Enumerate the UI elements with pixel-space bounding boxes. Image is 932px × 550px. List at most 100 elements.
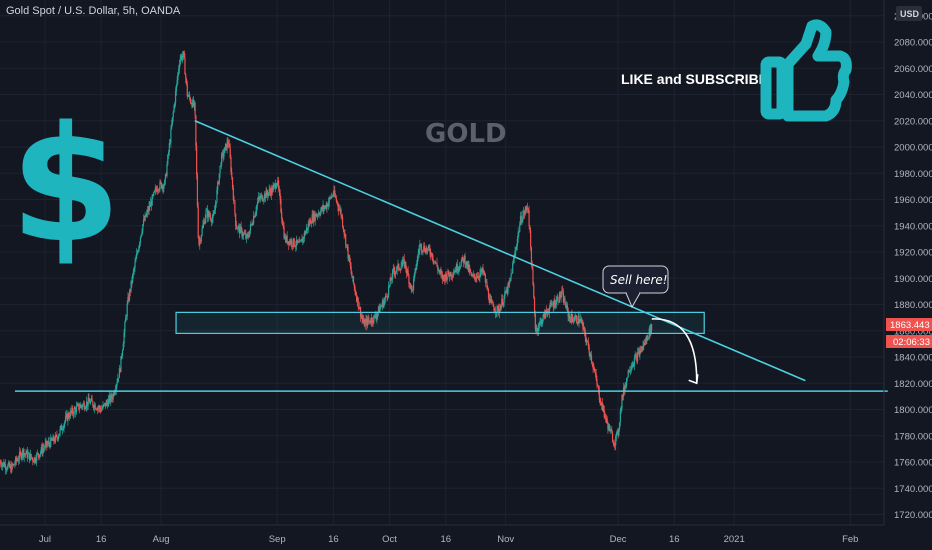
candle-body	[452, 273, 454, 277]
candle-body	[409, 283, 412, 289]
candle-body	[232, 187, 234, 201]
candle-body	[611, 430, 613, 434]
candle-body	[188, 94, 190, 96]
candle-body	[457, 270, 459, 272]
candle-body	[134, 262, 136, 268]
candle-body	[637, 351, 639, 353]
candle-body	[535, 328, 537, 331]
candle-body	[47, 441, 49, 444]
candle-body	[582, 322, 584, 330]
projection-arrow[interactable]	[651, 318, 698, 384]
candle-body	[377, 306, 380, 313]
candle-body	[349, 262, 351, 267]
candle-body	[281, 219, 284, 226]
candle-body	[435, 262, 437, 264]
candle-body	[305, 230, 307, 235]
candle-body	[250, 223, 252, 225]
candle-body	[595, 373, 597, 380]
candle-body	[432, 259, 434, 261]
candle-body	[146, 213, 148, 217]
candle-body	[568, 315, 570, 317]
candle-body	[443, 275, 445, 277]
candle-body	[584, 331, 586, 338]
candle-body	[497, 306, 499, 309]
candle-body	[473, 274, 476, 277]
candle-body	[135, 253, 138, 259]
candle-body	[148, 205, 150, 212]
candle-body	[18, 459, 20, 461]
resistance-zone[interactable]	[175, 311, 705, 334]
candle-body	[228, 144, 231, 148]
candle-body	[281, 212, 283, 220]
candle-body	[395, 270, 398, 272]
candle-body	[434, 261, 436, 263]
candle-body	[55, 435, 57, 436]
candle-body	[7, 462, 10, 465]
candle-body	[242, 235, 244, 237]
descending-trendline[interactable]	[194, 120, 806, 382]
candle-body	[313, 212, 315, 222]
candle-body	[102, 404, 104, 409]
candle-body	[33, 457, 35, 463]
candle-body	[569, 315, 571, 319]
candle-body	[167, 152, 170, 155]
currency-button[interactable]: USD	[896, 6, 922, 21]
candle-body	[283, 226, 285, 239]
candle-body	[304, 232, 306, 235]
candle-body	[152, 195, 154, 197]
thumbs-up-icon	[760, 19, 852, 122]
candle-body	[576, 322, 579, 324]
candle-body	[483, 271, 485, 273]
candle-body	[602, 405, 604, 411]
candle-body	[611, 433, 614, 442]
candle-body	[293, 238, 295, 246]
candle-body	[532, 269, 534, 285]
candle-body	[191, 103, 193, 108]
candle-body	[448, 274, 451, 277]
candle-body	[392, 268, 394, 271]
candle-body	[317, 213, 319, 216]
candle-body	[195, 115, 197, 147]
candle-body	[59, 428, 61, 434]
last-price-tag: 1863.443	[886, 318, 932, 331]
candle-body	[104, 403, 106, 407]
candle-body	[511, 273, 513, 274]
candle-body	[420, 244, 422, 246]
candle-body	[508, 281, 511, 285]
candle-body	[379, 307, 381, 313]
candle-body	[224, 147, 226, 154]
candle-body	[562, 292, 565, 303]
candle-body	[296, 239, 298, 243]
price-axis[interactable]: 1720.000 1740.000 1760.000 1780.000 1800.000…	[894, 11, 932, 521]
candle-body	[101, 408, 103, 410]
candle-body	[80, 405, 82, 407]
candle-body	[300, 239, 302, 241]
candle-body	[105, 401, 107, 407]
time-tick-label: Jul	[39, 534, 51, 545]
svg-text:02:06:33: 02:06:33	[893, 337, 930, 348]
candle-body	[393, 268, 395, 272]
candle-body	[384, 298, 386, 302]
candle-body	[189, 94, 191, 99]
candle-body	[106, 401, 108, 403]
candle-body	[4, 464, 6, 467]
candle-body	[82, 403, 85, 405]
candle-body	[560, 295, 562, 298]
candle-body	[402, 258, 405, 261]
candle-body	[581, 321, 583, 323]
candle-body	[115, 385, 117, 390]
candle-body	[153, 191, 156, 192]
candle-body	[643, 342, 646, 345]
candle-body	[594, 369, 596, 373]
candle-body	[94, 404, 96, 410]
time-axis[interactable]: Jul 16 Aug Sep 16 Oct 16 Nov Dec 16 2021 Feb	[39, 534, 859, 545]
candle-body	[147, 209, 149, 212]
candle-body	[459, 267, 461, 269]
candle-body	[182, 56, 184, 60]
time-tick-label: 16	[328, 534, 339, 545]
candle-body	[341, 217, 344, 227]
candle-body	[0, 464, 3, 467]
candle-body	[429, 249, 431, 254]
candle-body	[574, 316, 576, 321]
